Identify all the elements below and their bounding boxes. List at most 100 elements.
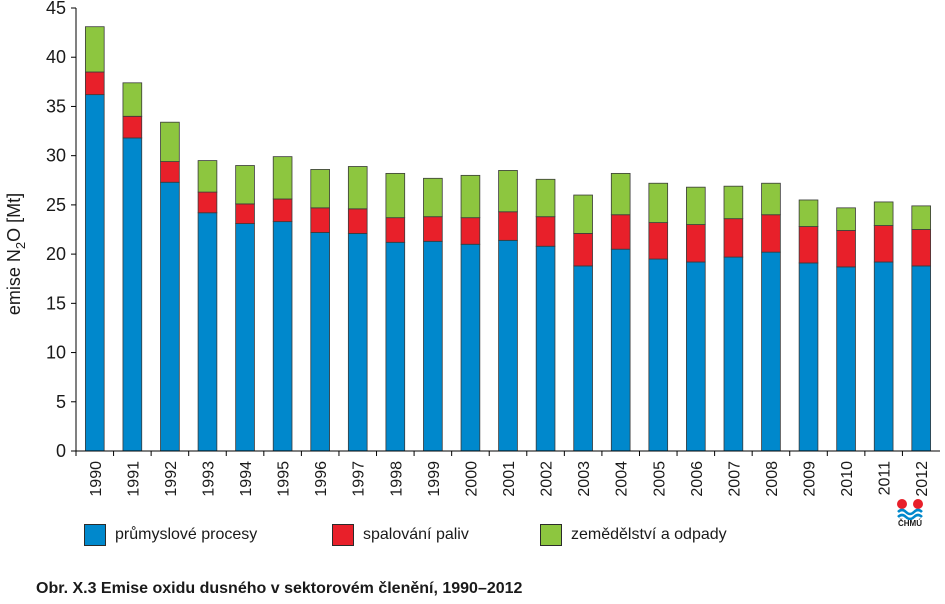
x-tick-label-2008: 2008 (764, 461, 781, 497)
bar-spalovani-paliv-2004 (610, 214, 631, 250)
bar-spalovani-paliv-2005 (648, 222, 669, 260)
bar-zemedelstvi-a-odpady-1996 (310, 169, 330, 209)
bar-prumyslove-procesy-1994 (235, 223, 255, 452)
bar-spalovani-paliv-1997 (347, 208, 368, 234)
y-tick-label-20: 20 (46, 244, 66, 264)
bar-spalovani-paliv-2001 (498, 211, 518, 241)
bar-prumyslove-procesy-2004 (610, 248, 631, 452)
bar-zemedelstvi-a-odpady-1991 (122, 82, 143, 117)
bar-prumyslove-procesy-1996 (310, 232, 330, 452)
bar-spalovani-paliv-1999 (423, 216, 443, 242)
bar-zemedelstvi-a-odpady-1995 (272, 156, 293, 200)
x-tick-label-2004: 2004 (614, 461, 631, 497)
x-axis-ticks: 1990 1991 1992 1993 1994 1995 1996 1997 1998 1999… (75, 451, 931, 497)
x-tick-label-1994: 1994 (238, 461, 255, 497)
chmu-logo: ČHMÚ (893, 496, 927, 532)
bar-prumyslove-procesy-1993 (197, 212, 218, 452)
x-tick-label-1996: 1996 (313, 461, 330, 497)
x-tick-label-1997: 1997 (351, 461, 368, 497)
x-tick-label-2012: 2012 (914, 461, 931, 497)
bar-spalovani-paliv-1993 (197, 191, 218, 214)
bar-zemedelstvi-a-odpady-1998 (385, 172, 406, 219)
bar-prumyslove-procesy-1997 (347, 233, 368, 452)
bar-spalovani-paliv-1998 (385, 217, 406, 243)
x-tick-label-2002: 2002 (539, 461, 556, 497)
bar-spalovani-paliv-1994 (235, 203, 255, 224)
legend-swatch-spalovani-paliv (332, 524, 354, 546)
legend-item-zemedelstvi-a-odpady: zemědělství a odpady (540, 524, 727, 546)
y-tick-label-45: 45 (46, 0, 66, 18)
bar-prumyslove-procesy-2001 (498, 239, 518, 452)
bar-prumyslove-procesy-1990 (84, 94, 105, 452)
bar-zemedelstvi-a-odpady-2003 (573, 194, 593, 234)
bar-zemedelstvi-a-odpady-1990 (84, 26, 105, 73)
y-tick-label-35: 35 (46, 96, 66, 116)
chmu-logo-icon (897, 499, 923, 521)
bar-spalovani-paliv-2011 (873, 225, 894, 263)
figure-caption: Obr. X.3 Emise oxidu dusného v sektorové… (36, 580, 523, 597)
y-tick-label-5: 5 (56, 392, 66, 412)
x-tick-label-2006: 2006 (689, 461, 706, 497)
x-tick-label-2007: 2007 (726, 461, 743, 497)
bar-prumyslove-procesy-2003 (573, 265, 593, 452)
x-tick-label-1992: 1992 (163, 461, 180, 497)
bar-prumyslove-procesy-1999 (423, 240, 443, 452)
bar-zemedelstvi-a-odpady-2004 (610, 172, 631, 216)
legend: průmyslové procesy spalování paliv zeměd… (84, 524, 844, 552)
bar-prumyslove-procesy-2008 (761, 251, 781, 452)
y-axis-label: emise N2O [Mt] (4, 193, 28, 315)
x-tick-label-2001: 2001 (501, 461, 518, 497)
bar-zemedelstvi-a-odpady-2009 (798, 199, 819, 227)
bar-prumyslove-procesy-2010 (836, 266, 856, 452)
bar-zemedelstvi-a-odpady-1992 (160, 121, 180, 162)
bar-prumyslove-procesy-2009 (798, 262, 819, 452)
bar-zemedelstvi-a-odpady-2011 (873, 201, 894, 226)
bar-spalovani-paliv-2012 (911, 229, 932, 267)
x-tick-label-1998: 1998 (388, 461, 405, 497)
legend-label-prumyslove-procesy: průmyslové procesy (115, 526, 258, 543)
legend-label-spalovani-paliv: spalování paliv (363, 526, 469, 543)
bar-zemedelstvi-a-odpady-2000 (460, 174, 481, 219)
y-tick-label-15: 15 (46, 293, 66, 313)
bar-zemedelstvi-a-odpady-1997 (347, 166, 368, 210)
x-tick-label-2003: 2003 (576, 461, 593, 497)
x-tick-label-2011: 2011 (877, 461, 894, 496)
bar-zemedelstvi-a-odpady-2006 (686, 186, 706, 225)
y-tick-label-10: 10 (46, 343, 66, 363)
legend-swatch-zemedelstvi-a-odpady (540, 524, 562, 546)
x-tick-label-1990: 1990 (88, 461, 105, 497)
bar-spalovani-paliv-1990 (84, 71, 105, 96)
bar-spalovani-paliv-1996 (310, 207, 330, 233)
x-tick-label-1999: 1999 (426, 461, 443, 497)
bar-prumyslove-procesy-1992 (160, 181, 180, 452)
bar-zemedelstvi-a-odpady-2008 (761, 182, 781, 216)
x-tick-label-1995: 1995 (276, 461, 293, 497)
bar-zemedelstvi-a-odpady-1999 (423, 177, 443, 218)
bars (84, 26, 932, 452)
chmu-logo-text: ČHMÚ (898, 519, 922, 528)
bar-zemedelstvi-a-odpady-2002 (535, 178, 556, 218)
bar-spalovani-paliv-2008 (761, 214, 781, 253)
y-tick-label-25: 25 (46, 195, 66, 215)
bar-prumyslove-procesy-1995 (272, 221, 293, 452)
bar-spalovani-paliv-1992 (160, 161, 180, 183)
bar-prumyslove-procesy-2007 (723, 256, 744, 452)
bar-zemedelstvi-a-odpady-1994 (235, 165, 255, 205)
bar-prumyslove-procesy-1998 (385, 241, 406, 452)
bar-prumyslove-procesy-1991 (122, 137, 143, 452)
x-tick-label-2000: 2000 (463, 461, 480, 497)
x-tick-label-1991: 1991 (125, 461, 142, 497)
bar-zemedelstvi-a-odpady-2012 (911, 205, 932, 230)
bar-prumyslove-procesy-2000 (460, 243, 481, 452)
x-tick-label-1993: 1993 (200, 461, 217, 497)
bar-zemedelstvi-a-odpady-1993 (197, 160, 218, 193)
bar-zemedelstvi-a-odpady-2007 (723, 185, 744, 220)
bar-zemedelstvi-a-odpady-2001 (498, 170, 518, 213)
bar-spalovani-paliv-2009 (798, 226, 819, 264)
y-tick-label-40: 40 (46, 47, 66, 67)
bar-prumyslove-procesy-2005 (648, 258, 669, 452)
bar-spalovani-paliv-2010 (836, 230, 856, 268)
x-tick-label-2009: 2009 (802, 461, 819, 497)
legend-swatch-prumyslove-procesy (84, 524, 106, 546)
